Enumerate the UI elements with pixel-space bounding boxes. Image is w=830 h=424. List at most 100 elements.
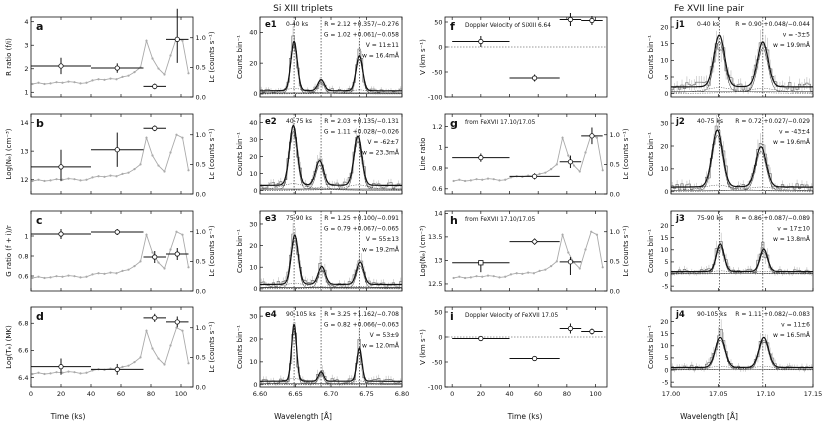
light-curve-point-d xyxy=(55,371,58,374)
light-curve-point-c xyxy=(169,248,172,251)
panel-note-h: from FeXVII 17.10/17.05 xyxy=(465,217,536,223)
panel-letter-c: c xyxy=(36,214,43,227)
line-wing-e3 xyxy=(260,286,402,290)
model-fit-j3 xyxy=(671,243,813,273)
axes-frame-j2 xyxy=(670,113,814,195)
light-curve-point-h xyxy=(549,265,553,268)
fit-annotation-e2: w = 23.3mÅ xyxy=(362,150,400,157)
light-curve-point-b xyxy=(61,178,64,181)
panel-j3: -5 0 5 10 15 20 Counts bin⁻¹ 75-90 ks R = 0.86 +… xyxy=(647,210,814,292)
ytick-label-e4: 10 xyxy=(249,358,257,366)
xtick-label-d: 100 xyxy=(175,390,187,398)
xtick-label-i: 20 xyxy=(477,390,485,398)
xtick-label-d: 40 xyxy=(87,390,95,398)
ytick-label-e2: 20 xyxy=(249,153,257,161)
data-point-i xyxy=(567,325,574,332)
light-curve-point-b xyxy=(175,133,178,136)
fit-annotation-e2: G = 1.11 +0.028/−0.026 xyxy=(324,129,399,136)
ytick-label-j1: 0 xyxy=(664,90,668,98)
light-curve-point-d xyxy=(163,363,166,366)
light-curve-point-b xyxy=(67,177,70,180)
data-point-d xyxy=(174,319,180,325)
data-point-f xyxy=(589,17,595,24)
data-point-c xyxy=(174,251,180,257)
light-curve-point-b xyxy=(145,136,148,139)
light-curve-point-c xyxy=(43,276,46,280)
light-curve-point-b xyxy=(109,174,112,177)
ytick-label-j2: 20 xyxy=(660,142,668,150)
data-point-a xyxy=(114,65,120,71)
light-curve-point-d xyxy=(181,329,184,332)
y2tick-label-b: 0.0 xyxy=(196,190,206,198)
panel-e1: 0 20 40 Counts bin⁻¹ 0-40 ks R = 2.12 +0.357/… xyxy=(236,16,403,98)
ytick-label-j3: 0 xyxy=(664,270,668,278)
light-curve-point-c xyxy=(31,276,34,280)
ytick-label-g: 0.8 xyxy=(432,164,442,172)
xtick-label-e4: 6.80 xyxy=(395,390,409,398)
panel-letter-d: d xyxy=(36,310,44,323)
light-curve-point-h xyxy=(458,275,461,278)
line-component-j4 xyxy=(671,339,813,370)
line-wing-j4 xyxy=(671,366,813,371)
line-wing-e4 xyxy=(260,383,402,385)
xtick-label-j4: 17.00 xyxy=(662,390,681,398)
light-curve-point-b xyxy=(49,179,52,182)
y2tick-label-b: 1.0 xyxy=(196,131,206,139)
ytick-label-a: 3 xyxy=(24,42,28,50)
ytick-label-i: 50 xyxy=(434,308,442,316)
ytick-label-j4: -5 xyxy=(662,378,668,386)
data-point-b xyxy=(58,164,64,170)
ytick-label-h: 13 xyxy=(434,257,442,265)
spectrum-histogram-j1 xyxy=(671,41,813,92)
ytick-label-c: 0.6 xyxy=(18,272,28,280)
ylabel-d: Log(Tₑ) (MK) xyxy=(5,325,13,369)
model-fit-j1 xyxy=(671,34,813,88)
light-curve-point-h xyxy=(567,251,570,254)
fit-annotation-e2: R = 2.03 +0.135/−0.131 xyxy=(324,118,399,125)
axes-frame-g xyxy=(444,113,608,195)
fit-annotation-e3: w = 19.2mÅ xyxy=(362,247,400,254)
fit-annotation-e3: G = 0.79 +0.067/−0.065 xyxy=(324,226,399,233)
light-curve-point-a xyxy=(43,82,46,86)
light-curve-point-a xyxy=(133,71,136,74)
light-curve-point-b xyxy=(97,175,100,178)
y2tick-label-d: 1.0 xyxy=(196,324,206,332)
panel-j4: 17.00 17.05 17.10 17.15 -5 0 5 10 15 20 Counts bin… xyxy=(647,306,823,398)
light-curve-point-c xyxy=(163,267,166,270)
light-curve-point-h xyxy=(504,275,507,278)
light-curve-point-a xyxy=(67,80,70,83)
light-curve-point-g xyxy=(595,136,599,139)
panel-note-i: Doppler Velocity of FeXVII 17.05 xyxy=(465,313,558,319)
y2label-d: Lc (counts s⁻¹) xyxy=(208,321,216,372)
light-curve-point-h xyxy=(532,272,535,275)
light-curve-point-a xyxy=(37,81,40,84)
ytick-label-e4: 30 xyxy=(249,312,257,320)
light-curve-point-a xyxy=(145,39,148,42)
panel-e2: 0 10 20 30 40 Counts bin⁻¹ 40-75 ks R = 2.03 +0… xyxy=(236,113,403,195)
light-curve-point-g xyxy=(567,154,570,157)
light-curve-point-a xyxy=(31,82,34,86)
light-curve-point-c xyxy=(157,261,160,264)
light-curve-point-h xyxy=(463,276,467,280)
interval-label-e1: 0-40 ks xyxy=(286,21,308,28)
model-fit-e2 xyxy=(260,124,402,186)
light-curve-point-c xyxy=(73,275,76,278)
axes-frame-b xyxy=(30,113,194,195)
data-point-g xyxy=(478,155,484,161)
interval-label-e4: 90-105 ks xyxy=(286,311,316,318)
light-curve-point-d xyxy=(85,371,88,374)
light-curve-point-c xyxy=(133,265,136,268)
light-curve-point-c xyxy=(127,268,130,271)
fit-annotation-j1: v = -3±5 xyxy=(783,32,810,39)
spectrum-histogram-j3 xyxy=(671,241,813,274)
light-curve-point-b xyxy=(151,154,154,157)
light-curve-point-a xyxy=(109,77,112,80)
ytick-label-j2: 30 xyxy=(660,119,668,127)
xtick-label-j4: 17.15 xyxy=(804,390,823,398)
data-point-f xyxy=(478,38,484,45)
y2tick-label-b: 0.5 xyxy=(196,161,206,169)
axes-frame-j3 xyxy=(670,210,814,292)
light-curve-point-c xyxy=(121,269,124,272)
light-curve-point-a xyxy=(103,78,106,81)
data-point-g xyxy=(567,159,574,165)
